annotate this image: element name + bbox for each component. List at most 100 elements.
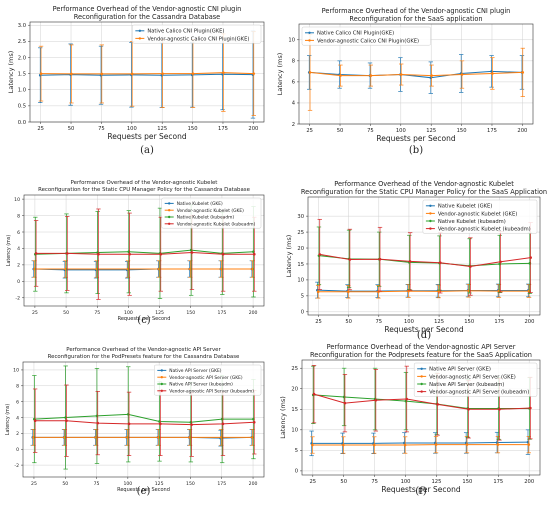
panel-caption: (d)	[417, 330, 431, 341]
y-tick-label: 6	[16, 399, 19, 405]
chart-title-line: Performance Overhead of the Vendor-agnos…	[327, 343, 516, 351]
x-tick-label: 175	[494, 319, 504, 325]
legend-label: Vendor-agnostic Kubelet (GKE)	[438, 211, 517, 217]
x-tick-label: 25	[310, 479, 317, 485]
legend-marker	[429, 220, 431, 222]
data-point	[379, 258, 382, 261]
y-tick-label: 15	[291, 407, 298, 413]
y-tick-label: 0	[16, 447, 19, 453]
chart-title-line: Performance Overhead of the Vendor-agnos…	[71, 180, 218, 186]
legend-marker	[429, 205, 431, 207]
y-axis-label: Latency (ms)	[279, 396, 287, 439]
legend-label: Native Kubelet (GKE)	[177, 201, 223, 207]
y-tick-label: 15	[297, 262, 304, 268]
data-point	[190, 423, 193, 426]
x-tick-label: 25	[31, 481, 37, 487]
data-point	[253, 253, 256, 256]
series-group	[307, 35, 525, 111]
legend-marker	[308, 32, 310, 34]
y-tick-label: 10	[288, 38, 295, 44]
x-tick-label: 150	[186, 310, 195, 316]
y-tick-label: 2	[17, 263, 20, 269]
x-tick-label: 50	[337, 128, 344, 134]
legend-marker	[420, 368, 422, 370]
legend-label: Vendor-agnostic API Server (kubeadm)	[429, 389, 529, 395]
chart-title-line: Reconfiguration for the Static CPU Manag…	[38, 187, 250, 193]
panel-caption: (c)	[137, 315, 151, 326]
legend-label: Vendor-agnostic API Server (kubeadm)	[169, 388, 254, 394]
data-point	[161, 72, 164, 75]
data-point	[252, 72, 255, 75]
chart-title-line: Reconfiguration for the PodPresets featu…	[48, 354, 240, 360]
legend-label: Vendor-agnostic Calico CNI Plugin(GKE)	[317, 38, 419, 44]
x-tick-label: 25	[315, 319, 322, 325]
data-point	[521, 71, 524, 74]
x-tick-label: 175	[493, 479, 503, 485]
legend-marker	[161, 369, 163, 371]
data-point	[35, 252, 38, 255]
data-point	[499, 260, 502, 263]
x-tick-label: 25	[306, 128, 313, 134]
y-tick-label: 1.5	[18, 71, 26, 77]
chart-title-line: Performance Overhead of the Vendor-agnos…	[53, 5, 242, 13]
legend-label: Native API Server (kubeadm)	[169, 382, 233, 388]
x-tick-label: 50	[345, 319, 352, 325]
data-point	[344, 402, 347, 405]
x-tick-label: 150	[462, 479, 472, 485]
x-tick-label: 150	[457, 128, 467, 134]
series-line	[312, 442, 528, 443]
data-point	[529, 407, 532, 410]
legend: Native Calico CNI Plugin(GKE)Vendor-agno…	[132, 25, 261, 43]
data-point	[400, 73, 403, 76]
y-axis-label: Latency (ms)	[285, 235, 293, 278]
data-point	[370, 74, 373, 77]
series-line	[310, 72, 523, 75]
y-tick-label: 2	[292, 122, 295, 128]
data-point	[342, 444, 345, 447]
legend-marker	[168, 216, 170, 218]
data-point	[439, 261, 442, 264]
legend-label: Native API Server (GKE)	[429, 367, 491, 373]
legend-marker	[139, 30, 141, 32]
legend-label: Native Calico CNI Plugin(GKE)	[147, 29, 224, 35]
series-group	[38, 31, 256, 118]
legend: Native Kubelet (GKE)Vendor-agnostic Kube…	[162, 198, 261, 228]
y-tick-label: 0	[17, 279, 20, 285]
data-point	[318, 253, 321, 256]
legend-marker	[308, 39, 310, 41]
chart-title-line: Reconfiguration for the SaaS application	[349, 15, 482, 23]
y-axis-label: Latency (ms)	[5, 404, 11, 436]
chart-title-line: Performance Overhead of the Vendor-agnos…	[334, 180, 514, 188]
legend-marker	[420, 383, 422, 385]
legend-label: Vendor-agnostic Kubelet (GKE)	[177, 208, 244, 214]
x-tick-label: 50	[340, 479, 347, 485]
data-point	[436, 403, 439, 406]
series-line	[319, 256, 530, 266]
data-point	[497, 443, 500, 446]
x-tick-label: 175	[487, 128, 497, 134]
x-tick-label: 50	[62, 481, 68, 487]
data-point	[339, 74, 342, 77]
y-tick-label: 10	[291, 428, 298, 434]
chart-title-line: Performance Overhead of the Vendor-agnos…	[322, 7, 511, 15]
y-tick-label: 2.5	[18, 39, 26, 45]
x-tick-label: 75	[98, 126, 105, 132]
y-tick-label: 6	[17, 230, 20, 236]
data-point	[469, 265, 472, 268]
chart-title-line: Reconfiguration for the Static CPU Manag…	[301, 188, 547, 196]
x-tick-label: 50	[63, 310, 69, 316]
y-tick-label: 5	[295, 448, 298, 454]
data-point	[101, 73, 104, 76]
y-tick-label: 10	[13, 368, 19, 374]
y-tick-label: 1.0	[18, 88, 26, 94]
data-point	[34, 419, 37, 422]
data-point	[404, 444, 407, 447]
data-point	[435, 443, 438, 446]
data-point	[66, 252, 69, 255]
x-tick-label: 25	[37, 126, 44, 132]
data-point	[222, 423, 225, 426]
data-point	[466, 443, 469, 446]
